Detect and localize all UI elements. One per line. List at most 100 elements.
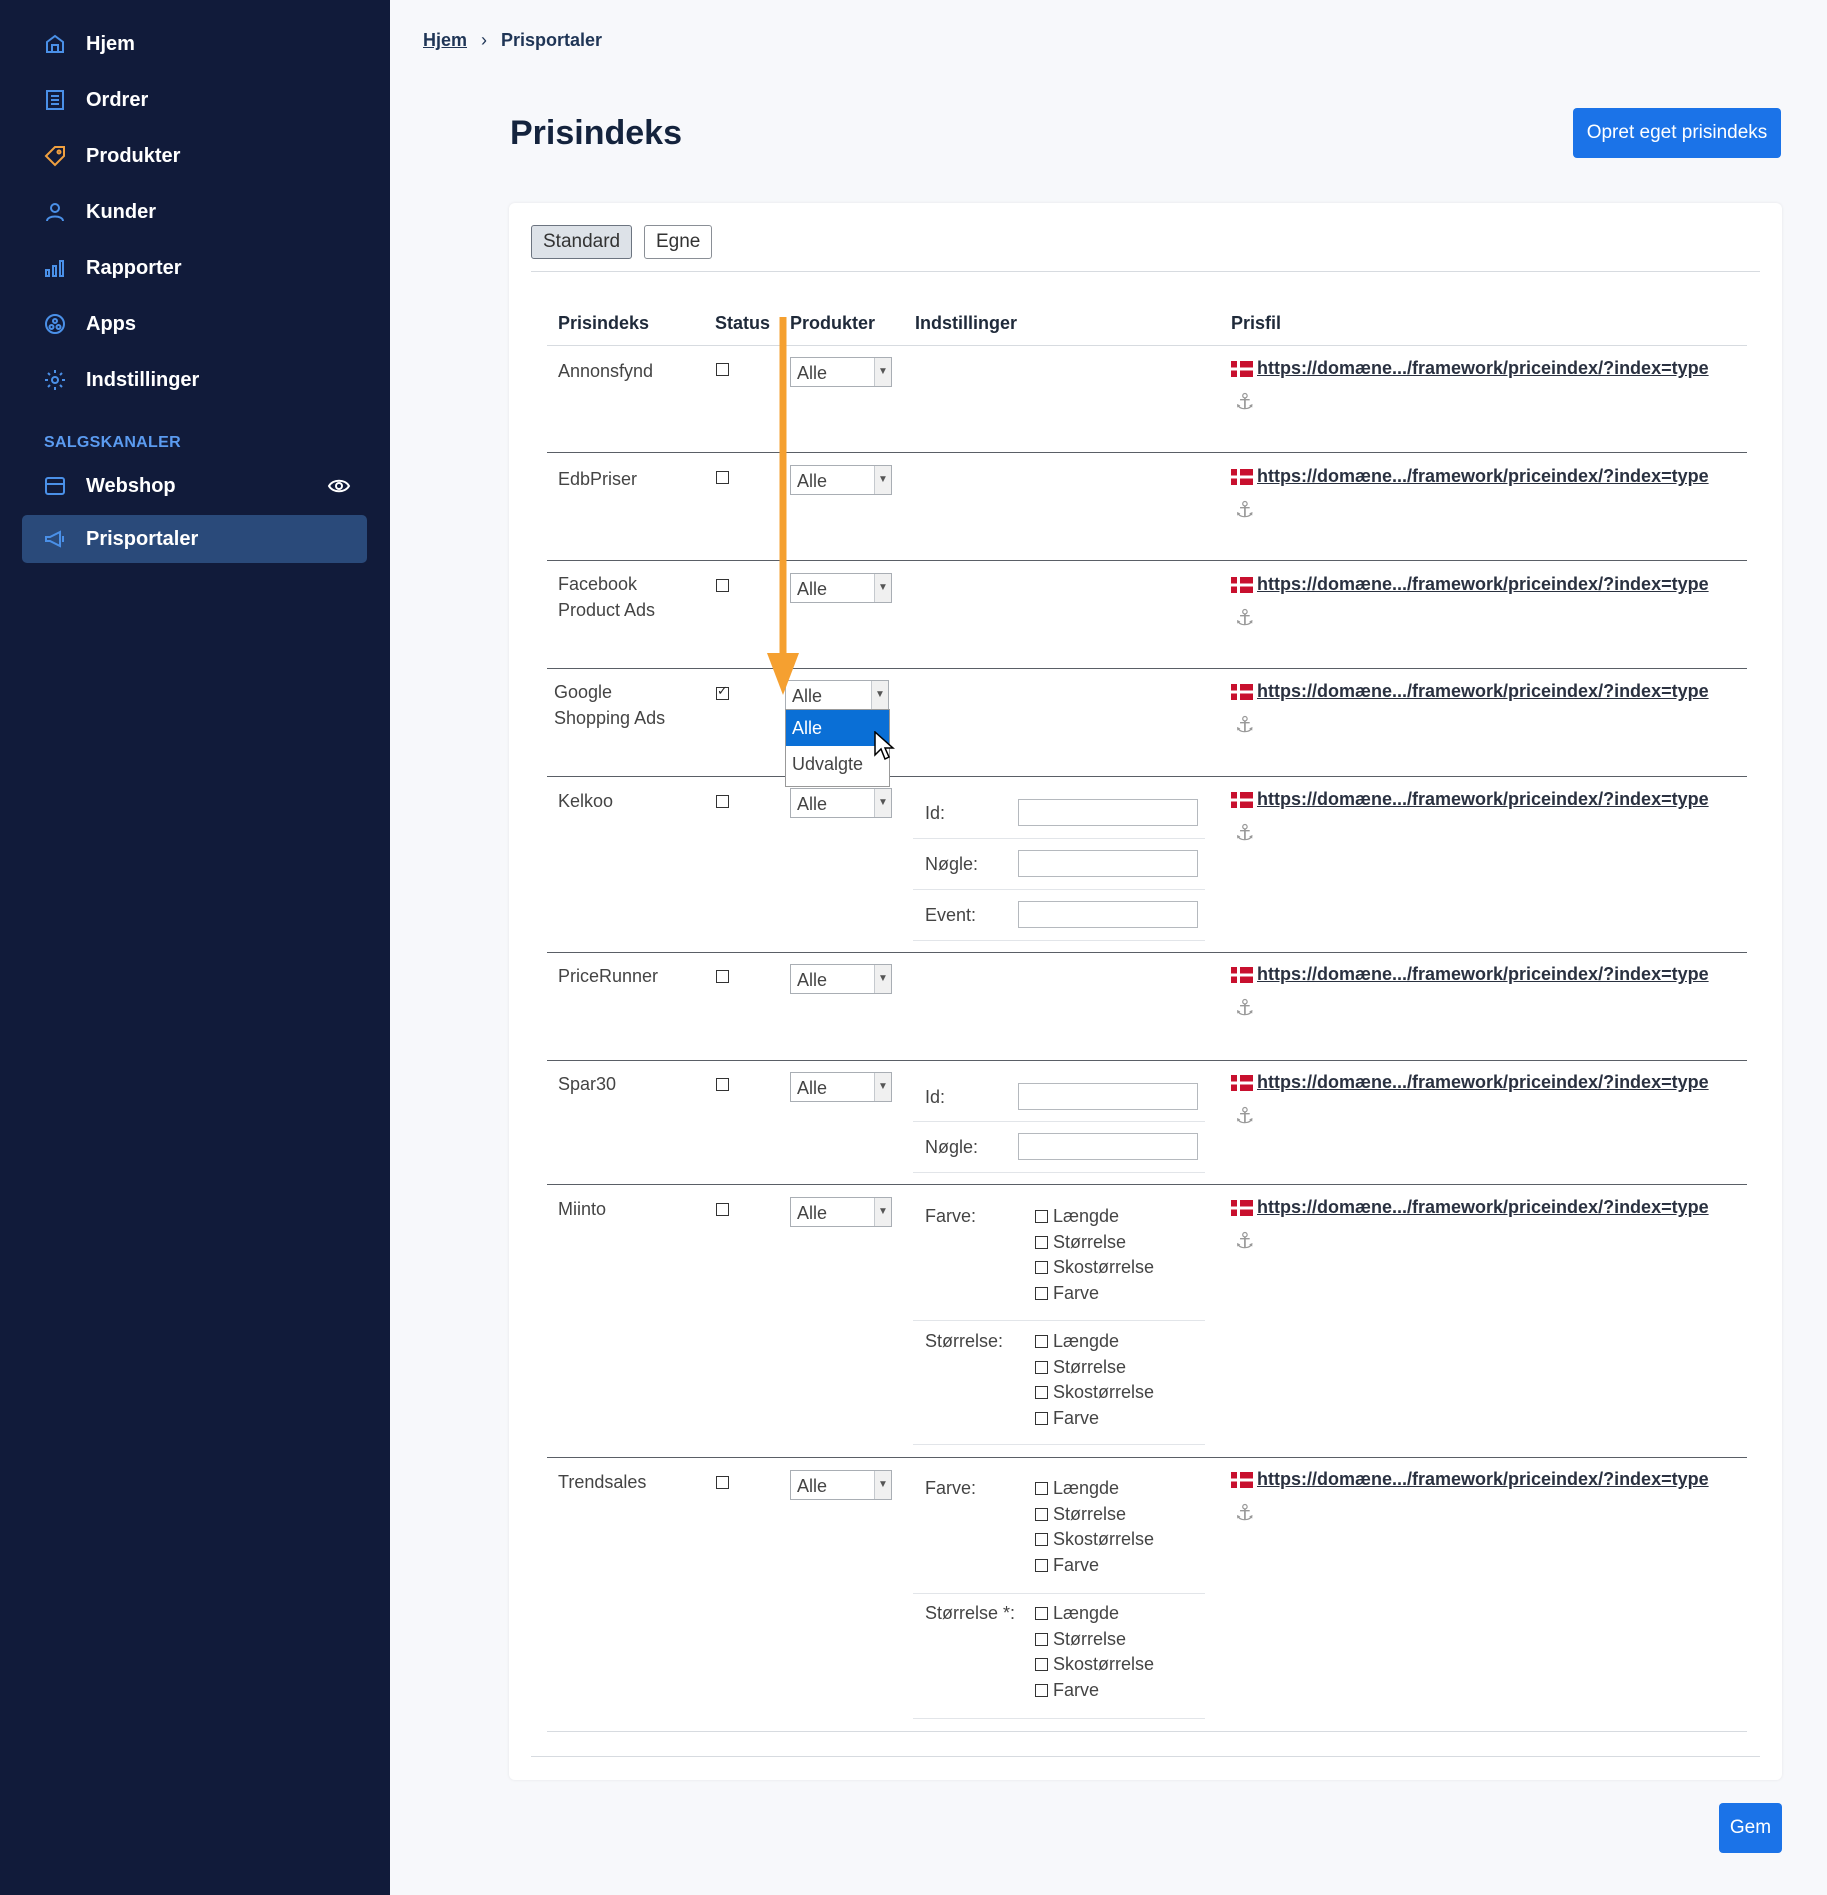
kelkoo-event-input[interactable] <box>1018 901 1198 928</box>
pricefile-link[interactable]: https://domæne.../framework/priceindex/?… <box>1231 681 1709 702</box>
setting-label-id: Id: <box>925 803 946 823</box>
status-checkbox[interactable] <box>716 683 729 700</box>
col-header-produkter: Produkter <box>790 313 876 333</box>
nav-item-produkter[interactable]: Produkter <box>22 132 367 180</box>
nav-item-kunder[interactable]: Kunder <box>22 188 367 236</box>
user-icon <box>42 199 68 225</box>
anchor-icon[interactable]: ⚓ <box>1235 995 1255 1020</box>
denmark-flag-icon <box>1231 576 1253 593</box>
option-checkbox[interactable]: Længde <box>1035 1602 1119 1624</box>
setting-divider <box>913 1444 1205 1445</box>
orders-icon <box>42 87 68 113</box>
spar30-key-input[interactable] <box>1018 1133 1198 1160</box>
row-divider <box>547 560 1747 561</box>
row-divider <box>547 776 1747 777</box>
divider <box>531 1756 1760 1757</box>
products-select[interactable]: Alle ▼ <box>790 573 892 603</box>
col-header-status: Status <box>715 313 771 333</box>
status-checkbox[interactable] <box>716 1476 729 1489</box>
option-checkbox[interactable]: Størrelse <box>1035 1503 1126 1525</box>
dropdown-option-alle[interactable]: Alle <box>786 710 889 746</box>
products-select[interactable]: Alle ▼ <box>790 1197 892 1227</box>
nav-label: Rapporter <box>86 256 182 279</box>
col-header-prisindeks: Prisindeks <box>558 313 650 333</box>
status-checkbox[interactable] <box>716 579 729 592</box>
anchor-icon[interactable]: ⚓ <box>1235 820 1255 845</box>
products-select[interactable]: Alle ▼ <box>790 1470 892 1500</box>
nav-label: Kunder <box>86 200 156 223</box>
row-divider <box>547 1731 1747 1732</box>
products-dropdown-menu[interactable]: Alle Udvalgte <box>785 709 890 787</box>
store-icon <box>42 473 68 499</box>
dropdown-option-udvalgte[interactable]: Udvalgte <box>792 754 864 774</box>
option-checkbox[interactable]: Skostørrelse <box>1035 1381 1154 1403</box>
option-checkbox[interactable]: Farve <box>1035 1554 1099 1576</box>
setting-label-id: Id: <box>925 1087 946 1107</box>
pricefile-link[interactable]: https://domæne.../framework/priceindex/?… <box>1231 574 1709 595</box>
create-priceindex-button[interactable]: Opret eget prisindeks <box>1573 108 1781 158</box>
denmark-flag-icon <box>1231 1471 1253 1488</box>
kelkoo-key-input[interactable] <box>1018 850 1198 877</box>
pricefile-link[interactable]: https://domæne.../framework/priceindex/?… <box>1231 466 1709 487</box>
tab-standard[interactable]: Standard <box>531 225 633 259</box>
status-checkbox[interactable] <box>716 363 729 376</box>
row-divider <box>547 668 1747 669</box>
nav-item-rapporter[interactable]: Rapporter <box>22 244 367 292</box>
pricefile-link[interactable]: https://domæne.../framework/priceindex/?… <box>1231 789 1709 810</box>
products-select[interactable]: Alle ▼ <box>790 465 892 495</box>
pricefile-link[interactable]: https://domæne.../framework/priceindex/?… <box>1231 358 1709 379</box>
anchor-icon[interactable]: ⚓ <box>1235 497 1255 522</box>
nav-item-hjem[interactable]: Hjem <box>22 20 367 68</box>
option-checkbox[interactable]: Skostørrelse <box>1035 1256 1154 1278</box>
option-checkbox[interactable]: Størrelse <box>1035 1231 1126 1253</box>
save-button[interactable]: Gem <box>1719 1803 1782 1853</box>
priceindex-card: Standard Egne Prisindeks Status Produkte… <box>509 203 1782 1780</box>
option-checkbox[interactable]: Farve <box>1035 1679 1099 1701</box>
setting-divider <box>913 1593 1205 1594</box>
status-checkbox[interactable] <box>716 795 729 808</box>
tab-egne[interactable]: Egne <box>644 225 713 259</box>
status-checkbox[interactable] <box>716 1203 729 1216</box>
anchor-icon[interactable]: ⚓ <box>1235 389 1255 414</box>
products-select[interactable]: Alle ▼ <box>790 1072 892 1102</box>
option-checkbox[interactable]: Farve <box>1035 1407 1099 1429</box>
kelkoo-id-input[interactable] <box>1018 799 1198 826</box>
breadcrumb-home-link[interactable]: Hjem <box>423 30 468 50</box>
pricefile-link[interactable]: https://domæne.../framework/priceindex/?… <box>1231 964 1709 985</box>
pricefile-link[interactable]: https://domæne.../framework/priceindex/?… <box>1231 1072 1709 1093</box>
nav-item-ordrer[interactable]: Ordrer <box>22 76 367 124</box>
status-checkbox[interactable] <box>716 970 729 983</box>
option-checkbox[interactable]: Længde <box>1035 1205 1119 1227</box>
megaphone-icon <box>42 526 68 552</box>
group-label: Størrelse: <box>925 1331 1004 1351</box>
pricefile-link[interactable]: https://domæne.../framework/priceindex/?… <box>1231 1197 1709 1218</box>
option-checkbox[interactable]: Længde <box>1035 1477 1119 1499</box>
setting-label-key: Nøgle: <box>925 854 979 874</box>
group-label: Størrelse *: <box>925 1603 1016 1623</box>
products-select[interactable]: Alle ▼ <box>790 964 892 994</box>
nav-item-apps[interactable]: Apps <box>22 300 367 348</box>
nav-item-prisportaler[interactable]: Prisportaler <box>22 515 367 563</box>
status-checkbox[interactable] <box>716 471 729 484</box>
spar30-id-input[interactable] <box>1018 1083 1198 1110</box>
products-select[interactable]: Alle ▼ <box>790 788 892 818</box>
pricefile-link[interactable]: https://domæne.../framework/priceindex/?… <box>1231 1469 1709 1490</box>
eye-icon[interactable] <box>327 474 351 498</box>
anchor-icon[interactable]: ⚓ <box>1235 1500 1255 1525</box>
anchor-icon[interactable]: ⚓ <box>1235 605 1255 630</box>
option-checkbox[interactable]: Længde <box>1035 1330 1119 1352</box>
anchor-icon[interactable]: ⚓ <box>1235 1103 1255 1128</box>
status-checkbox[interactable] <box>716 1078 729 1091</box>
option-checkbox[interactable]: Farve <box>1035 1282 1099 1304</box>
nav-item-indstillinger[interactable]: Indstillinger <box>22 356 367 404</box>
anchor-icon[interactable]: ⚓ <box>1235 1228 1255 1253</box>
option-checkbox[interactable]: Skostørrelse <box>1035 1528 1154 1550</box>
cursor-icon <box>874 731 895 761</box>
option-checkbox[interactable]: Størrelse <box>1035 1628 1126 1650</box>
row-name: Trendsales <box>558 1472 647 1492</box>
option-checkbox[interactable]: Skostørrelse <box>1035 1653 1154 1675</box>
products-select[interactable]: Alle ▼ <box>790 357 892 387</box>
anchor-icon[interactable]: ⚓ <box>1235 712 1255 737</box>
option-checkbox[interactable]: Størrelse <box>1035 1356 1126 1378</box>
nav-item-webshop[interactable]: Webshop <box>22 462 367 510</box>
